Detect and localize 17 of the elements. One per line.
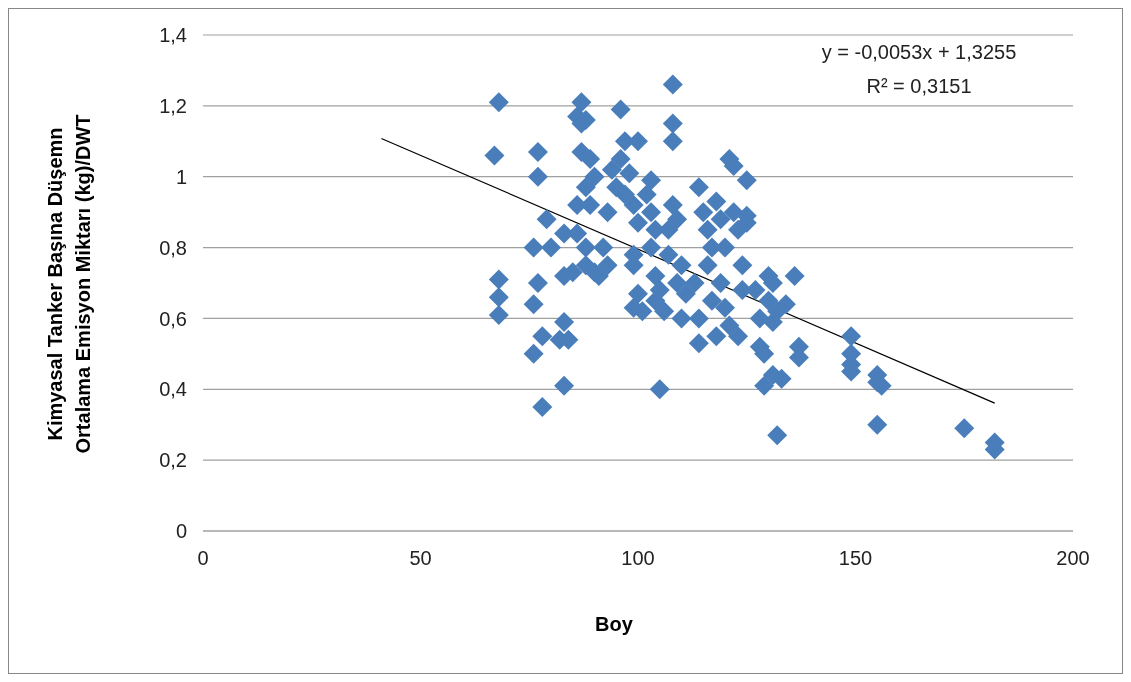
y-tick-label: 0,6: [159, 307, 187, 330]
x-tick-label: 50: [409, 547, 432, 570]
y-tick-label: 0,8: [159, 236, 187, 259]
y-tick-label: 0,4: [159, 378, 187, 401]
x-tick-label: 200: [1056, 547, 1090, 570]
y-tick-label: 1,4: [159, 24, 187, 47]
y-tick-label: 0: [175, 520, 187, 543]
x-tick-label: 150: [838, 547, 873, 570]
y-tick-label: 1: [175, 165, 187, 188]
x-axis-title: Boy: [594, 613, 634, 636]
x-tick-label: 100: [621, 547, 655, 570]
y-axis-title: Kimyasal Tanker Başına Düşemn Ortalama Emisyon Miktarı (kg)/DWT: [43, 113, 95, 456]
y-tick-label: 0,2: [159, 449, 187, 472]
annotation: y = -0,0053x + 1,3255: [820, 41, 1018, 64]
y-tick-label: 1,2: [159, 94, 187, 117]
annotation: R² = 0,3151: [865, 75, 973, 98]
x-tick-label: 0: [197, 547, 209, 570]
